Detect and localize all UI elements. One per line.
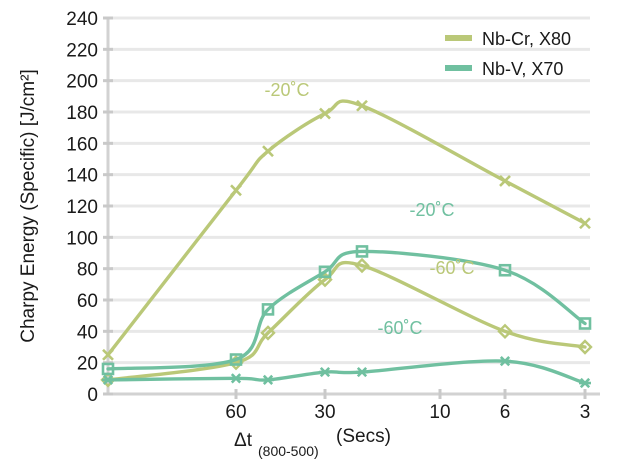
- x-tick-label: 60: [225, 402, 246, 423]
- data-point-marker-x: [230, 184, 242, 197]
- data-point-marker-asterisk: [262, 374, 274, 386]
- y-tick-label: 220: [66, 40, 98, 61]
- data-point-marker-asterisk: [499, 355, 511, 367]
- data-point-marker-x: [499, 175, 511, 187]
- series-annotation-label: -20˚C: [409, 200, 454, 220]
- y-tick-label: 100: [66, 228, 98, 249]
- x-axis-title-units: (Secs): [336, 426, 391, 447]
- data-point-marker-x: [262, 145, 274, 158]
- data-point-marker-square: [498, 263, 512, 277]
- data-point-marker-x: [356, 99, 368, 112]
- data-point-marker-diamond: [577, 339, 593, 355]
- data-point-marker-diamond: [354, 257, 370, 274]
- x-axis-title-main: Δt: [234, 430, 253, 451]
- series-curve: [106, 249, 587, 371]
- series-line: [101, 245, 592, 376]
- data-point-marker-square: [261, 303, 275, 316]
- data-point-marker-square: [355, 245, 369, 258]
- data-point-marker-square: [318, 265, 332, 279]
- series-annotations-group: -20˚C -20˚C -60˚C -60˚C: [264, 80, 474, 338]
- y-axis-title: Charpy Energy (Specific) [J/cm²]: [18, 69, 39, 342]
- y-tick-label: 40: [77, 322, 98, 343]
- x-tick-label: 6: [500, 402, 511, 423]
- data-point-marker-x: [579, 217, 591, 230]
- data-series-group: [100, 99, 593, 389]
- y-tick-label: 0: [87, 385, 98, 406]
- y-tick-label: 200: [66, 72, 98, 93]
- chart-legend: Nb-Cr, X80 Nb-V, X70: [445, 29, 571, 79]
- data-point-marker-asterisk: [579, 377, 591, 389]
- y-tick-label: 160: [66, 134, 98, 155]
- data-point-marker-asterisk: [319, 366, 331, 378]
- y-tick-label: 180: [66, 103, 98, 124]
- data-point-marker-square: [101, 362, 115, 376]
- data-point-marker-x: [102, 348, 114, 361]
- y-tick-label: 120: [66, 197, 98, 218]
- data-point-marker-diamond: [497, 323, 513, 340]
- x-tick-label: 10: [429, 402, 450, 423]
- data-point-marker-asterisk: [102, 374, 114, 386]
- data-point-marker-x: [319, 107, 331, 120]
- y-tick-labels: 0 20 40 60 80 100 120 140 160 180 200 220 240: [66, 9, 98, 406]
- series-annotation-label: -60˚C: [429, 258, 474, 278]
- y-tick-label: 240: [66, 9, 98, 30]
- data-point-marker-square: [229, 353, 243, 366]
- legend-label: Nb-Cr, X80: [482, 29, 571, 49]
- data-point-marker-diamond: [100, 372, 116, 388]
- series-line: [102, 99, 591, 361]
- data-point-marker-diamond: [260, 325, 276, 341]
- legend-label: Nb-V, X70: [482, 59, 563, 79]
- x-tick-labels: 60 30 10 6 3: [225, 402, 590, 423]
- y-tick-marks: [103, 16, 113, 396]
- series-annotation-label: -60˚C: [377, 318, 422, 338]
- gridlines-group: [111, 16, 590, 396]
- x-axis-title-sub: (800-500): [258, 443, 319, 459]
- data-point-marker-asterisk: [230, 373, 242, 384]
- y-tick-label: 60: [77, 291, 98, 312]
- x-tick-label: 30: [314, 402, 335, 423]
- data-point-marker-square: [578, 317, 592, 330]
- x-tick-label: 3: [580, 402, 591, 423]
- data-point-marker-asterisk: [356, 366, 368, 378]
- y-tick-label: 80: [77, 260, 98, 281]
- x-tick-marks: [234, 389, 587, 399]
- series-annotation-label: -20˚C: [264, 80, 309, 100]
- series-line: [102, 355, 591, 389]
- y-tick-label: 20: [77, 354, 98, 375]
- y-tick-label: 140: [66, 166, 98, 187]
